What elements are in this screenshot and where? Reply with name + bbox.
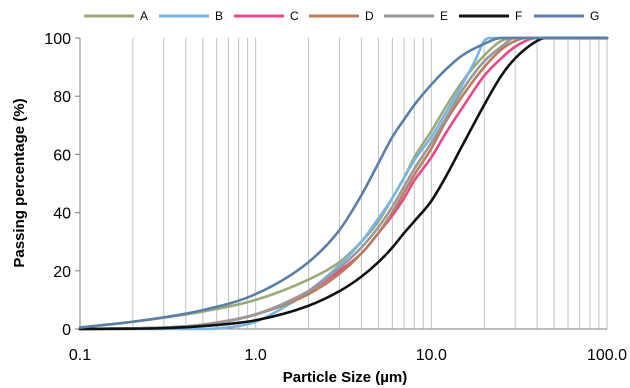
x-tick-label: 10.0 [416, 347, 447, 364]
legend-label-d: D [365, 9, 374, 23]
series-line-a [78, 36, 609, 329]
series-line-f [78, 36, 609, 331]
legend-label-g: G [590, 9, 599, 23]
y-tick-label: 20 [53, 264, 71, 281]
axes [75, 37, 607, 330]
series-line-b [78, 36, 609, 331]
y-tick-label: 0 [62, 322, 71, 339]
legend: A B C D E F G [84, 9, 599, 23]
y-tick-label: 80 [53, 89, 71, 106]
series-line-e [78, 36, 609, 331]
x-tick-label: 1.0 [245, 347, 267, 364]
y-tick-label: 100 [44, 31, 71, 48]
y-tick-label: 60 [53, 147, 71, 164]
x-tick-label: 100.0 [587, 347, 627, 364]
legend-label-c: C [290, 9, 299, 23]
legend-label-a: A [140, 9, 148, 23]
grid-lines [132, 38, 608, 329]
y-tick-label: 40 [53, 206, 71, 223]
legend-label-e: E [440, 9, 448, 23]
y-axis-title: Passing percentage (%) [11, 98, 28, 267]
series-lines [78, 36, 609, 331]
x-tick-label: 0.1 [69, 347, 91, 364]
x-axis-title: Particle Size (µm) [283, 369, 408, 386]
tick-labels: 0 20 40 60 80 100 0.1 1.0 10.0 100.0 [44, 31, 627, 364]
series-line-d [78, 36, 609, 331]
legend-label-f: F [515, 9, 522, 23]
legend-label-b: B [215, 9, 223, 23]
series-line-c [78, 36, 609, 331]
series-line-g [78, 36, 609, 329]
